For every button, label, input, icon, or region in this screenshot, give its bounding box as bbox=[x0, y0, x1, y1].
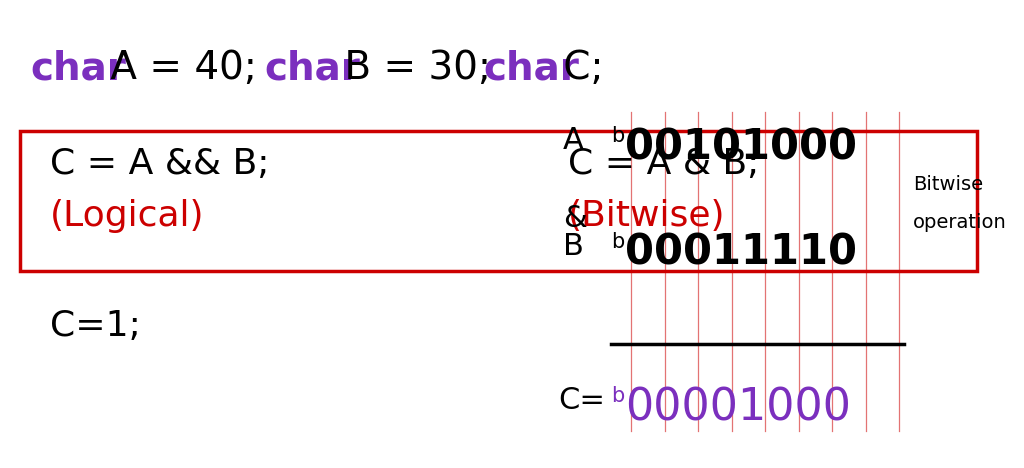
Text: char: char bbox=[30, 49, 126, 87]
Text: C=1;: C=1; bbox=[50, 309, 140, 343]
Text: b: b bbox=[611, 386, 625, 406]
Text: (Bitwise): (Bitwise) bbox=[568, 199, 726, 233]
Text: Bitwise: Bitwise bbox=[913, 176, 983, 195]
Text: C = A && B;: C = A && B; bbox=[50, 147, 269, 182]
Text: char: char bbox=[483, 49, 580, 87]
Text: C;: C; bbox=[551, 49, 604, 87]
Text: C=: C= bbox=[558, 386, 605, 415]
Text: char: char bbox=[264, 49, 360, 87]
Text: B = 30;: B = 30; bbox=[332, 49, 490, 87]
Text: A: A bbox=[563, 126, 584, 155]
Text: B: B bbox=[563, 232, 584, 261]
Text: 00101000: 00101000 bbox=[625, 126, 857, 168]
Text: 00011110: 00011110 bbox=[625, 232, 857, 274]
Text: &: & bbox=[563, 204, 587, 233]
Text: C = A & B;: C = A & B; bbox=[568, 147, 760, 182]
Text: b: b bbox=[611, 232, 625, 252]
Text: 00001000: 00001000 bbox=[625, 386, 851, 429]
Text: b: b bbox=[611, 126, 625, 146]
Text: operation: operation bbox=[913, 213, 1007, 232]
Text: A = 40;: A = 40; bbox=[97, 49, 257, 87]
Text: (Logical): (Logical) bbox=[50, 199, 205, 233]
